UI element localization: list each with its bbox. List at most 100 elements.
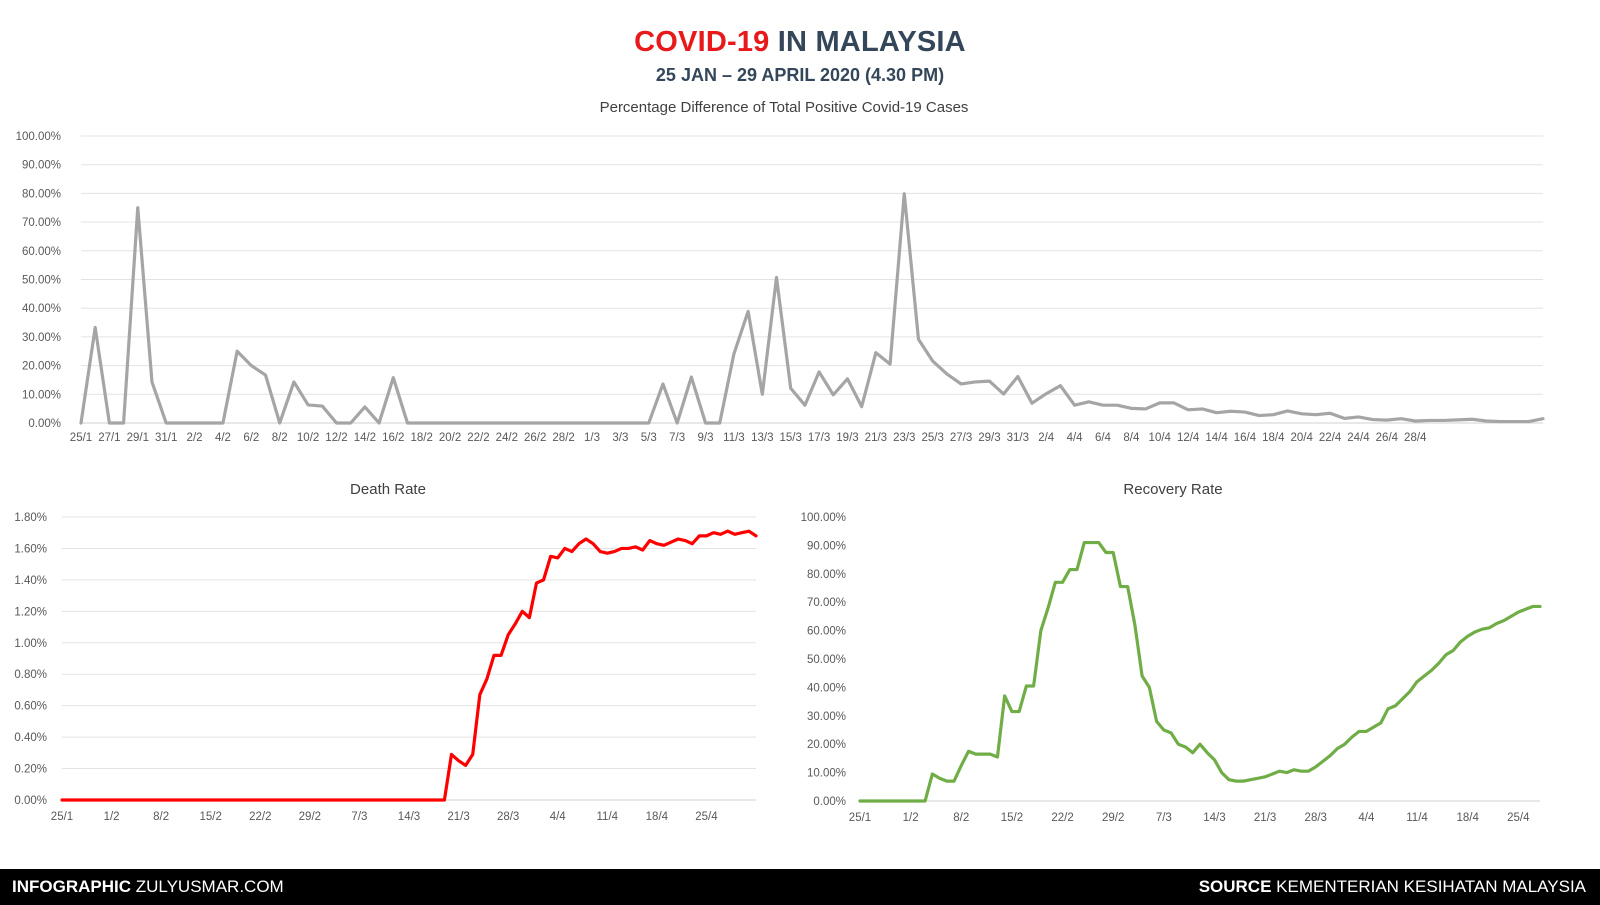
- series-line: [858, 540, 1542, 803]
- x-tick-label: 27/1: [98, 432, 120, 444]
- x-tick-label: 15/2: [1001, 812, 1023, 824]
- x-tick-label: 25/4: [695, 811, 718, 823]
- x-tick-label: 8/4: [1123, 432, 1140, 444]
- x-tick-label: 14/3: [1203, 812, 1225, 824]
- x-tick-label: 9/3: [698, 432, 714, 444]
- recovery-rate-chart: Recovery Rate 0.00% 10.00% 20.00% 30.00% 40.0…: [801, 481, 1542, 824]
- x-tick-label: 1/2: [903, 812, 919, 824]
- y-tick-label: 0.00%: [28, 418, 61, 430]
- x-tick-label: 25/1: [70, 432, 92, 444]
- x-tick-label: 4/4: [550, 811, 567, 823]
- title-highlight: COVID-19: [634, 26, 770, 58]
- footer-credit-site: ZULYUSMAR.COM: [135, 877, 284, 896]
- y-tick-label: 40.00%: [22, 303, 61, 315]
- x-tick-label: 15/3: [780, 432, 802, 444]
- y-tick-label: 70.00%: [807, 597, 846, 609]
- x-tick-label: 29/2: [1102, 812, 1124, 824]
- x-tick-label: 20/2: [439, 432, 461, 444]
- y-tick-label: 0.00%: [813, 796, 846, 808]
- footer-credit: INFOGRAPHIC ZULYUSMAR.COM: [12, 877, 284, 897]
- x-tick-label: 12/2: [325, 432, 347, 444]
- x-tick-label: 6/4: [1095, 432, 1112, 444]
- y-tick-label: 0.80%: [14, 669, 47, 681]
- x-tick-label: 6/2: [243, 432, 259, 444]
- x-tick-label: 31/3: [1007, 432, 1029, 444]
- x-tick-label: 28/3: [497, 811, 519, 823]
- y-tick-label: 50.00%: [807, 654, 846, 666]
- y-tick-label: 40.00%: [807, 682, 846, 694]
- positive-cases-chart: Percentage Difference of Total Positive …: [16, 99, 1545, 444]
- y-tick-label: 10.00%: [22, 389, 61, 401]
- x-tick-label: 14/3: [398, 811, 420, 823]
- footer-credit-label: INFOGRAPHIC: [12, 877, 131, 896]
- y-tick-label: 0.40%: [14, 732, 47, 744]
- x-tick-label: 18/2: [410, 432, 432, 444]
- x-tick-label: 11/4: [597, 811, 619, 823]
- x-tick-label: 16/2: [382, 432, 404, 444]
- x-tick-label: 8/2: [272, 432, 288, 444]
- x-tick-label: 18/4: [646, 811, 669, 823]
- x-tick-label: 7/3: [1156, 812, 1172, 824]
- x-tick-label: 23/3: [893, 432, 915, 444]
- x-tick-label: 29/3: [978, 432, 1000, 444]
- x-tick-label: 18/4: [1262, 432, 1285, 444]
- x-tick-label: 25/3: [921, 432, 943, 444]
- x-tick-label: 17/3: [808, 432, 830, 444]
- date-subtitle: 25 JAN – 29 APRIL 2020 (4.30 PM): [655, 65, 945, 85]
- series-line: [79, 192, 1545, 425]
- y-tick-label: 60.00%: [22, 246, 61, 258]
- footer-source-name: KEMENTERIAN KESIHATAN MALAYSIA: [1276, 877, 1586, 896]
- y-tick-label: 80.00%: [807, 569, 846, 581]
- x-tick-label: 27/3: [950, 432, 972, 444]
- title-rest: IN MALAYSIA: [777, 26, 966, 58]
- y-tick-label: 70.00%: [22, 217, 61, 229]
- x-tick-label: 2/4: [1038, 432, 1055, 444]
- x-tick-label: 18/4: [1456, 812, 1479, 824]
- x-tick-label: 7/3: [351, 811, 367, 823]
- x-tick-label: 24/2: [496, 432, 518, 444]
- x-tick-label: 11/3: [723, 432, 745, 444]
- y-tick-label: 0.20%: [14, 764, 47, 776]
- x-tick-label: 28/3: [1305, 812, 1327, 824]
- death-rate-chart: Death Rate 0.00% 0.20% 0.40% 0.60% 0.80% 1.00%…: [14, 481, 758, 823]
- x-tick-label: 16/4: [1234, 432, 1257, 444]
- y-tick-label: 1.20%: [14, 606, 47, 618]
- x-tick-label: 22/2: [1051, 812, 1073, 824]
- y-tick-label: 60.00%: [807, 626, 846, 638]
- x-tick-label: 31/1: [155, 432, 177, 444]
- x-tick-label: 22/2: [467, 432, 489, 444]
- y-tick-label: 90.00%: [22, 160, 61, 172]
- y-tick-label: 90.00%: [807, 540, 846, 552]
- x-tick-label: 13/3: [751, 432, 773, 444]
- y-tick-label: 1.60%: [14, 543, 47, 555]
- x-tick-label: 22/2: [249, 811, 271, 823]
- x-tick-label: 11/4: [1406, 812, 1428, 824]
- x-tick-label: 21/3: [1254, 812, 1276, 824]
- y-tick-label: 1.80%: [14, 512, 47, 524]
- y-tick-label: 20.00%: [22, 361, 61, 373]
- footer-source-label: SOURCE: [1198, 877, 1272, 896]
- footer-bar: INFOGRAPHIC ZULYUSMAR.COM SOURCE KEMENTE…: [0, 869, 1600, 905]
- x-tick-label: 14/2: [354, 432, 376, 444]
- x-tick-label: 25/1: [51, 811, 73, 823]
- header: COVID-19 IN MALAYSIA 25 JAN – 29 APRIL 2…: [0, 24, 1600, 88]
- y-tick-label: 80.00%: [22, 188, 61, 200]
- y-tick-label: 20.00%: [807, 739, 846, 751]
- y-tick-label: 30.00%: [807, 711, 846, 723]
- x-tick-label: 12/4: [1177, 432, 1200, 444]
- x-tick-label: 22/4: [1319, 432, 1342, 444]
- x-tick-label: 29/2: [299, 811, 321, 823]
- x-tick-label: 7/3: [669, 432, 685, 444]
- x-tick-label: 25/1: [849, 812, 871, 824]
- x-tick-label: 26/2: [524, 432, 546, 444]
- x-tick-label: 28/2: [552, 432, 574, 444]
- x-tick-label: 10/2: [297, 432, 319, 444]
- x-tick-label: 19/3: [836, 432, 858, 444]
- y-tick-label: 100.00%: [801, 512, 846, 524]
- x-tick-label: 28/4: [1404, 432, 1427, 444]
- x-tick-label: 1/2: [104, 811, 120, 823]
- series-line: [60, 529, 758, 802]
- footer-source: SOURCE KEMENTERIAN KESIHATAN MALAYSIA: [1199, 877, 1586, 897]
- x-tick-label: 4/2: [215, 432, 231, 444]
- x-tick-label: 20/4: [1291, 432, 1314, 444]
